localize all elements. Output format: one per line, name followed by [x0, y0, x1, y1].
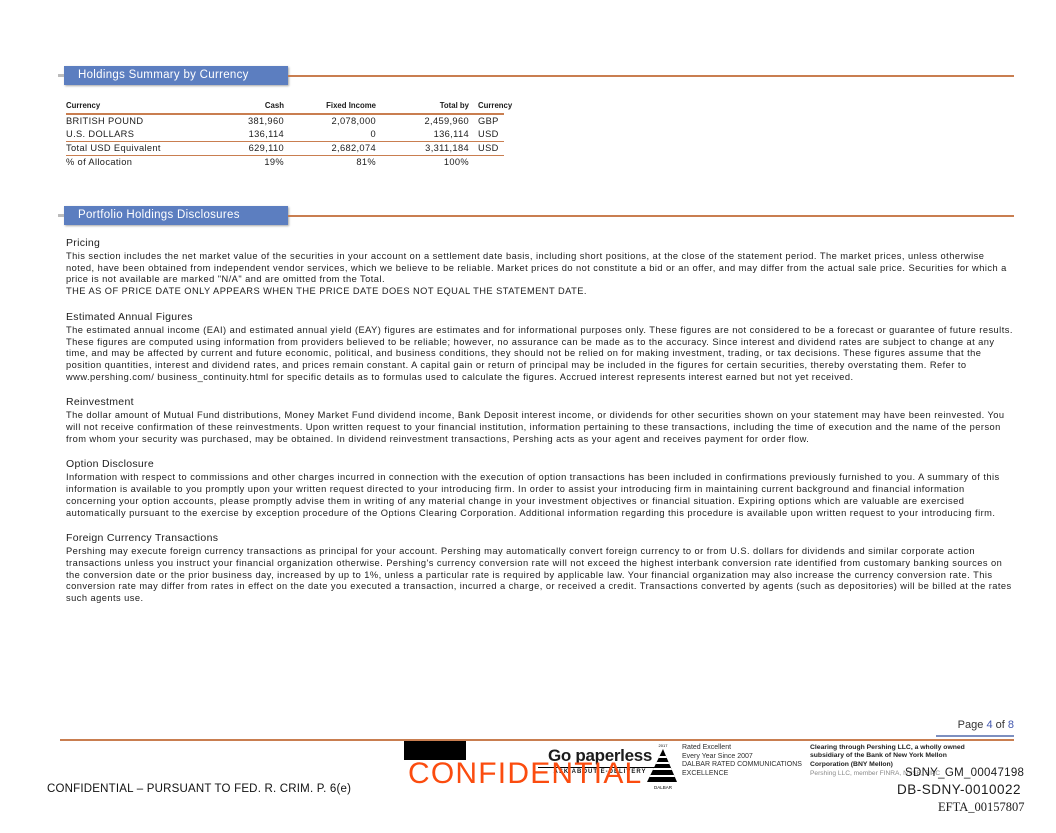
page-total: 8: [1007, 719, 1014, 731]
bates-stamp-db: DB-SDNY-0010022: [897, 782, 1022, 797]
table-row: BRITISH POUND 381,960 2,078,000 2,459,96…: [66, 115, 504, 128]
table-row-total: Total USD Equivalent 629,110 2,682,074 3…: [66, 142, 504, 156]
cell-total: 136,114: [433, 129, 469, 139]
clearing-text: Clearing through Pershing LLC, a wholly …: [810, 744, 965, 768]
disclosure-section-option-disclosure: Option Disclosure Information with respe…: [66, 458, 1014, 519]
cell-currency-code: GBP: [478, 116, 499, 126]
bates-stamp-efta: EFTA_00157807: [938, 800, 1025, 814]
rated-line: DALBAR RATED COMMUNICATIONS: [682, 761, 802, 769]
cell-currency-code: USD: [478, 129, 499, 139]
section-heading: Option Disclosure: [66, 458, 154, 471]
section-body: Information with respect to commissions …: [66, 472, 1000, 518]
cell-currency-code: [469, 156, 504, 169]
cell-cash: 381,960: [247, 116, 284, 126]
cell-total: 3,311,184: [425, 143, 469, 153]
cell-label: % of Allocation: [66, 157, 133, 167]
dalbar-pyramid-icon: 2017 DALBAR: [644, 742, 680, 797]
disclosures-body: Pricing This section includes the net ma…: [66, 237, 1014, 618]
cell-total: 2,459,960: [424, 116, 469, 126]
section-body: The estimated annual income (EAI) and es…: [66, 324, 1013, 382]
section-heading: Foreign Currency Transactions: [66, 532, 219, 545]
cell-cash: 629,110: [248, 143, 284, 153]
rated-line: Rated Excellent: [682, 744, 732, 751]
clearing-disclosure: Clearing through Pershing LLC, a wholly …: [810, 744, 978, 778]
col-header-total-by: Total by: [439, 101, 469, 110]
dalbar-rating-text: Rated Excellent Every Year Since 2007 DA…: [682, 744, 802, 778]
disclosure-section-foreign-currency: Foreign Currency Transactions Pershing m…: [66, 532, 1014, 605]
page-of-label: of: [995, 719, 1005, 731]
cell-fixed-income: 2,682,074: [331, 143, 376, 153]
col-header-currency-code: Currency: [478, 101, 513, 110]
section-heading: Estimated Annual Figures: [66, 310, 193, 323]
col-header-cash: Cash: [264, 101, 284, 110]
go-paperless-logo: Go paperless ASK ABOUT E-DELIVERY: [538, 746, 662, 775]
disclosure-section-estimated-annual-figures: Estimated Annual Figures The estimated a…: [66, 311, 1014, 384]
cell-label: U.S. DOLLARS: [66, 129, 135, 139]
page-indicator-underline: [936, 735, 1014, 737]
section-body: Pershing may execute foreign currency tr…: [66, 546, 1012, 604]
holdings-summary-rule: [288, 75, 1014, 77]
section-body: This section includes the net market val…: [66, 251, 1007, 285]
dalbar-year-label: 2017: [659, 743, 669, 748]
holdings-summary-table: Currency Cash Fixed Income Total by Curr…: [66, 101, 513, 169]
go-paperless-subtitle: ASK ABOUT E-DELIVERY: [553, 769, 647, 775]
page-label: Page: [957, 719, 984, 731]
table-row-allocation: % of Allocation 19% 81% 100%: [66, 156, 504, 169]
redaction-box: [404, 741, 466, 760]
disclosures-header-bar: Portfolio Holdings Disclosures: [58, 206, 288, 225]
rated-line: EXCELLENCE: [682, 769, 729, 777]
table-header-row: Currency Cash Fixed Income Total by Curr…: [66, 101, 513, 115]
disclosure-section-pricing: Pricing This section includes the net ma…: [66, 237, 1014, 298]
section-note: THE AS OF PRICE DATE ONLY APPEARS WHEN T…: [66, 286, 587, 297]
cell-cash: 136,114: [248, 129, 284, 139]
rated-line: Every Year Since 2007: [682, 752, 753, 760]
holdings-summary-title: Holdings Summary by Currency: [78, 69, 249, 81]
section-heading: Reinvestment: [66, 396, 134, 409]
page-number: 4: [986, 719, 993, 731]
cell-cash: 19%: [264, 157, 284, 167]
col-header-currency: Currency: [66, 101, 101, 110]
footer-rule: [60, 739, 1014, 741]
table-row: U.S. DOLLARS 136,114 0 136,114 USD: [66, 128, 504, 142]
section-body: The dollar amount of Mutual Fund distrib…: [66, 410, 1005, 444]
dalbar-name-label: DALBAR: [654, 785, 673, 790]
disclosures-title: Portfolio Holdings Disclosures: [78, 209, 240, 221]
section-heading: Pricing: [66, 237, 101, 249]
cell-total: 100%: [443, 157, 469, 167]
bates-stamp-sdny: SDNY_GM_00047198: [905, 767, 1025, 779]
confidential-legal-notice: CONFIDENTIAL – PURSUANT TO FED. R. CRIM.…: [47, 783, 352, 795]
confidential-stamp: CONFIDENTIAL: [408, 757, 643, 790]
cell-fixed-income: 0: [370, 129, 376, 139]
go-paperless-title: Go paperless: [538, 746, 662, 768]
cell-label: Total USD Equivalent: [66, 143, 161, 153]
member-text: Pershing LLC, member FINRA, NYSE, SIPC: [810, 769, 941, 777]
cell-fixed-income: 2,078,000: [331, 116, 376, 126]
holdings-summary-header-bar: Holdings Summary by Currency: [58, 66, 288, 85]
page-indicator: Page 4 of 8: [936, 719, 1014, 731]
cell-label: BRITISH POUND: [66, 116, 144, 126]
disclosures-rule: [288, 215, 1014, 217]
cell-currency-code: USD: [478, 143, 499, 153]
disclosure-section-reinvestment: Reinvestment The dollar amount of Mutual…: [66, 396, 1014, 445]
col-header-fixed-income: Fixed Income: [326, 101, 376, 110]
cell-fixed-income: 81%: [356, 157, 376, 167]
